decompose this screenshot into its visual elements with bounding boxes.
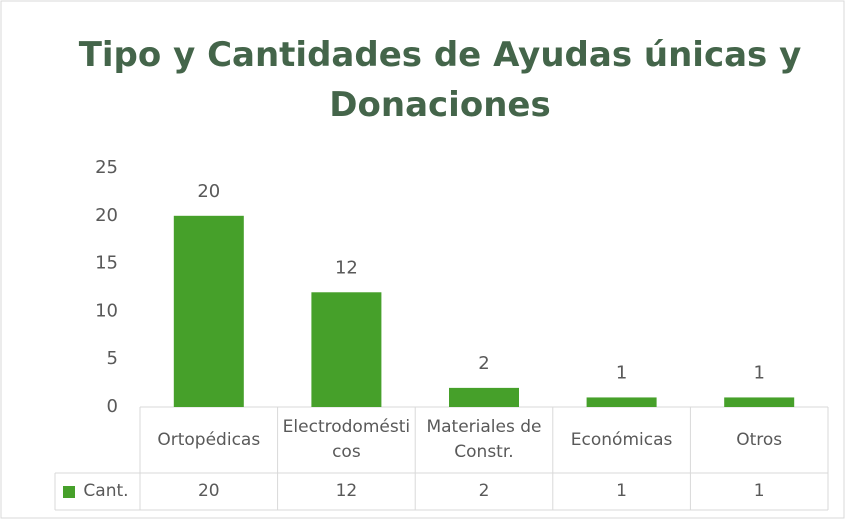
data-label: 12 <box>335 257 358 278</box>
y-tick-label: 0 <box>107 396 118 417</box>
bar <box>586 397 657 407</box>
table-value: 1 <box>616 481 627 501</box>
data-label: 1 <box>616 362 627 383</box>
y-tick-label: 5 <box>107 348 118 369</box>
data-label: 2 <box>478 353 489 374</box>
bar <box>724 397 795 407</box>
table-value: 12 <box>335 481 358 501</box>
y-tick-label: 25 <box>95 157 118 178</box>
bar <box>173 215 244 407</box>
table-value: 2 <box>478 481 490 501</box>
y-tick-label: 15 <box>95 253 118 274</box>
y-tick-label: 10 <box>95 300 118 321</box>
category-label: Ortopédicas <box>157 429 261 450</box>
legend-label: Cant. <box>83 481 129 501</box>
table-value: 1 <box>753 481 765 501</box>
data-label: 1 <box>753 362 764 383</box>
y-tick-label: 20 <box>95 205 118 226</box>
legend-key <box>63 486 75 498</box>
category-label: Electrodomésticos <box>282 417 411 462</box>
bar <box>311 292 382 407</box>
data-label: 20 <box>197 181 220 202</box>
category-label: Económicas <box>570 429 673 450</box>
chart-title: Tipo y Cantidades de Ayudas únicas y Don… <box>78 35 802 125</box>
bar <box>449 387 519 407</box>
category-label: Otros <box>736 429 783 450</box>
category-label: Materiales de Constr. <box>426 417 542 462</box>
table-value: 20 <box>197 481 220 501</box>
